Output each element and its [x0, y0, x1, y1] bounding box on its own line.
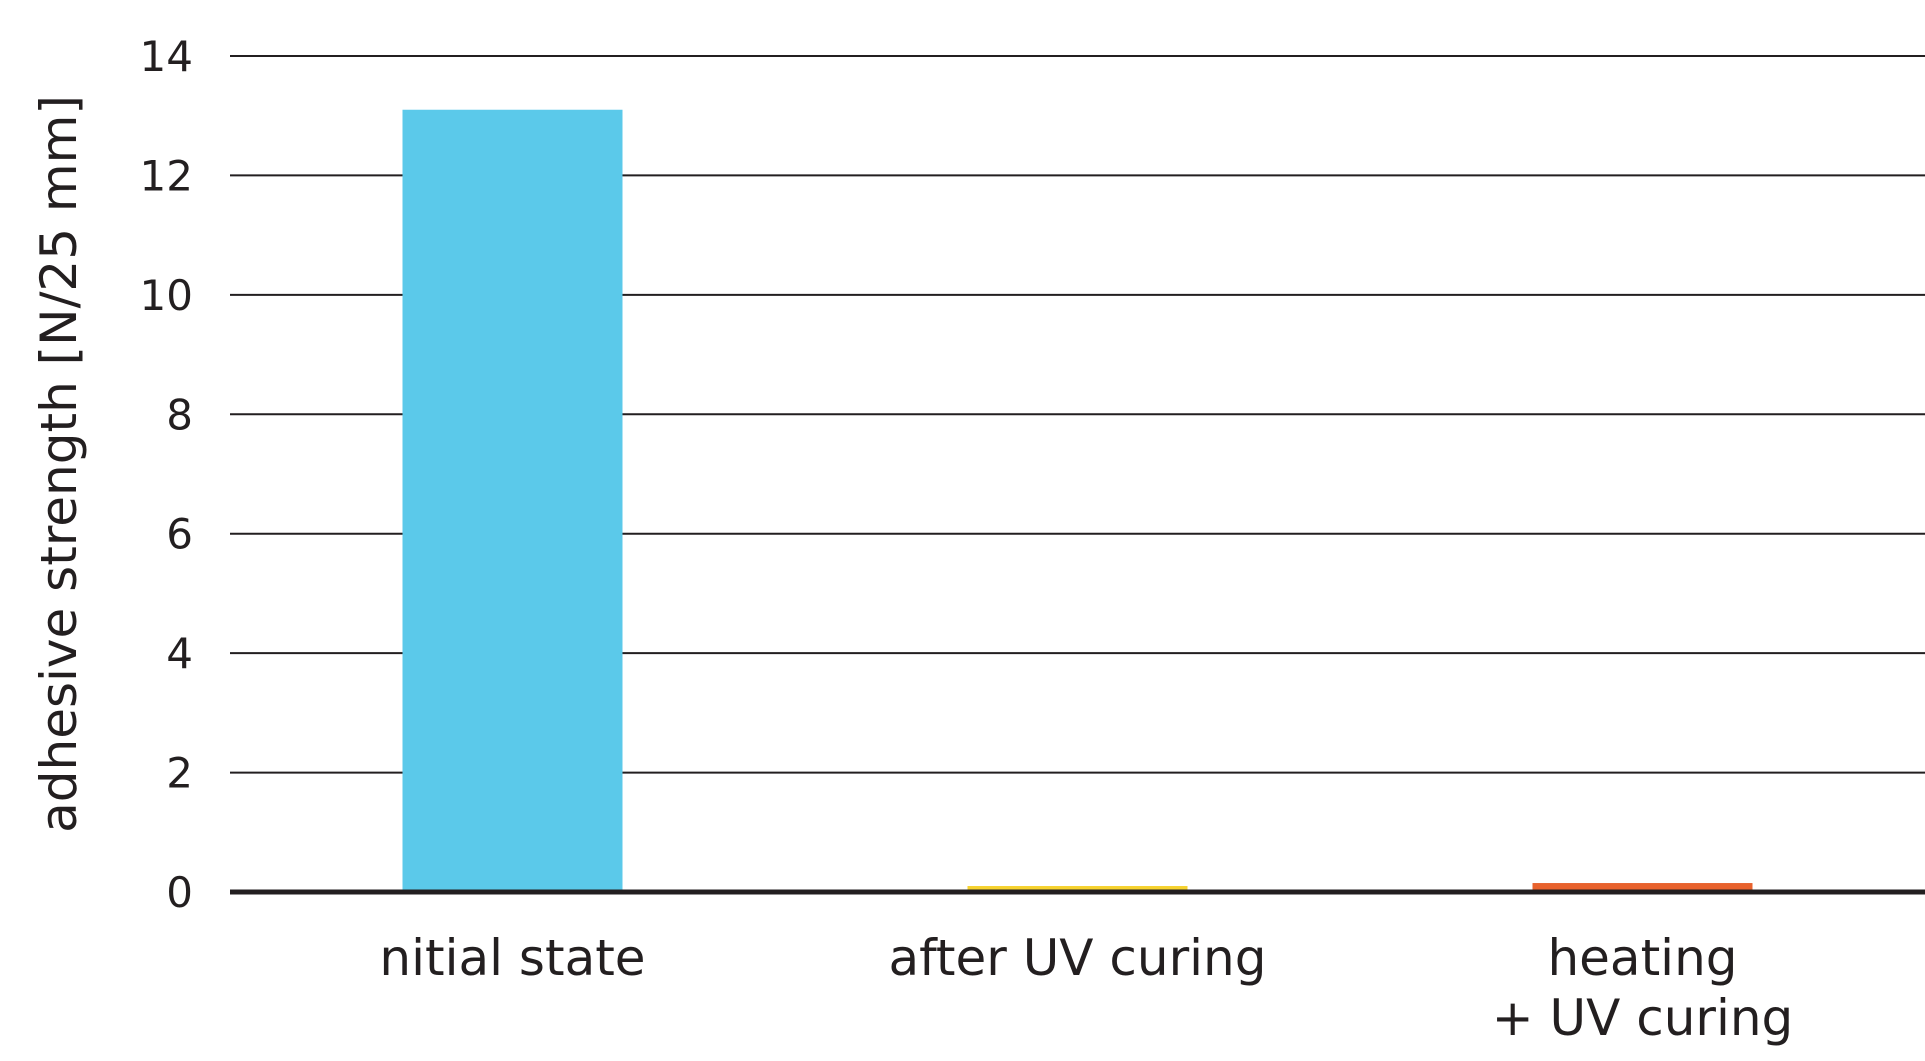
x-tick-label: nitial state [379, 929, 645, 987]
y-tick-labels: 0 2 4 6 8 10 12 14 [140, 32, 193, 917]
bar-1 [402, 109, 623, 892]
y-tick-label: 2 [166, 749, 193, 798]
y-tick-label: 14 [140, 32, 193, 81]
y-tick-label: 4 [166, 629, 193, 678]
x-tick-label: after UV curing [889, 929, 1267, 987]
x-tick-label-line: heating [1547, 929, 1737, 987]
bar-2 [967, 886, 1188, 892]
y-axis-title: adhesive strength [N/25 mm] [30, 95, 88, 833]
y-tick-label: 6 [166, 510, 193, 559]
x-tick-labels: nitial state after UV curing heating + UV c… [379, 929, 1793, 1047]
x-tick-label-line: after UV curing [889, 929, 1267, 987]
x-tick-label: heating + UV curing [1492, 929, 1794, 1047]
y-tick-label: 12 [140, 151, 193, 200]
x-tick-label-line: + UV curing [1492, 989, 1794, 1047]
y-tick-label: 8 [166, 390, 193, 439]
bar-3 [1532, 883, 1753, 892]
y-tick-label: 0 [166, 868, 193, 917]
bars [402, 109, 1753, 892]
y-tick-label: 10 [140, 271, 193, 320]
x-tick-label-line: nitial state [379, 929, 645, 987]
